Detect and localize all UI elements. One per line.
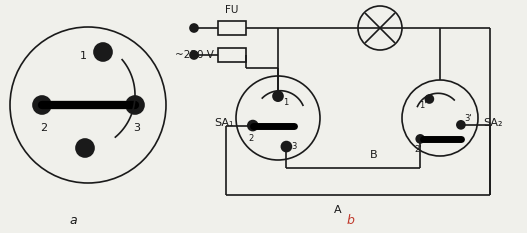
Circle shape — [126, 96, 144, 114]
Text: a: a — [69, 215, 77, 227]
Text: b: b — [346, 215, 354, 227]
Text: A: A — [334, 205, 342, 215]
Circle shape — [281, 142, 291, 151]
Text: FU: FU — [226, 5, 239, 15]
Circle shape — [33, 96, 51, 114]
Text: 1': 1' — [419, 101, 426, 110]
Text: 1: 1 — [283, 98, 288, 107]
Text: 1: 1 — [80, 51, 87, 61]
Bar — [218, 48, 246, 62]
Circle shape — [416, 135, 424, 143]
Text: 3: 3 — [133, 123, 141, 133]
Text: 2: 2 — [248, 134, 253, 143]
Circle shape — [248, 120, 258, 130]
Circle shape — [457, 121, 465, 129]
Text: B: B — [369, 150, 377, 160]
Text: 2: 2 — [41, 123, 47, 133]
Bar — [218, 21, 246, 35]
Text: 3': 3' — [464, 114, 472, 123]
Text: 2': 2' — [415, 145, 422, 154]
Text: SA₂: SA₂ — [483, 118, 503, 128]
Circle shape — [94, 43, 112, 61]
Text: 3: 3 — [291, 142, 297, 151]
Text: ~220 V: ~220 V — [175, 50, 214, 60]
Circle shape — [425, 95, 433, 103]
Circle shape — [190, 51, 198, 59]
Circle shape — [273, 91, 283, 101]
Circle shape — [76, 139, 94, 157]
Circle shape — [190, 24, 198, 32]
Text: SA₁: SA₁ — [214, 118, 233, 128]
